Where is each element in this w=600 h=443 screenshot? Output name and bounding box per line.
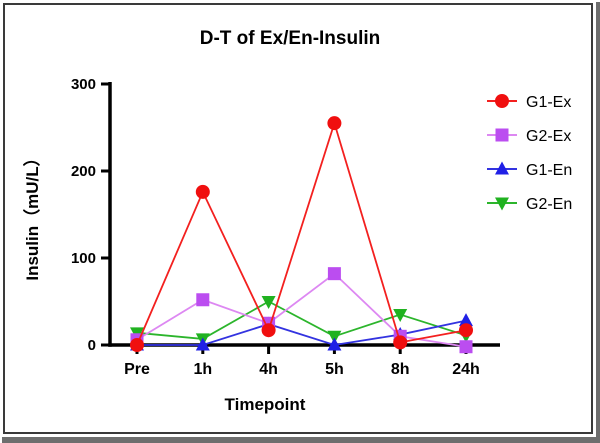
y-tick-label: 300 — [71, 76, 96, 93]
legend-item-G1-En: G1-En — [487, 161, 572, 179]
plot-area — [130, 116, 473, 354]
chart-title: D-T of Ex/En-Insulin — [200, 28, 381, 49]
legend-label: G2-En — [526, 196, 572, 213]
x-tick-label: 24h — [452, 361, 480, 378]
x-tick-label: 4h — [259, 361, 278, 378]
y-tick-label: 100 — [71, 250, 96, 267]
marker-circle — [261, 323, 276, 338]
marker-circle — [327, 116, 342, 131]
marker-triangle-down — [327, 330, 342, 344]
series-line — [136, 300, 467, 340]
marker-triangle-down — [261, 296, 276, 309]
x-tick-label: Pre — [124, 361, 150, 378]
legend-item-G2-En: G2-En — [487, 196, 572, 213]
marker-triangle-up — [327, 337, 342, 351]
series-line — [136, 272, 467, 348]
y-axis-label: Insulin（mU/L） — [22, 149, 42, 280]
legend-label: G2-Ex — [526, 128, 571, 145]
marker-square — [495, 128, 509, 142]
marker-circle — [495, 94, 509, 108]
legend-item-G2-Ex: G2-Ex — [487, 128, 571, 145]
marker-circle — [393, 335, 408, 350]
marker-circle — [195, 184, 210, 199]
marker-square — [196, 293, 210, 307]
marker-triangle-down — [495, 197, 509, 211]
legend-label: G1-Ex — [526, 94, 571, 111]
legend-item-G1-Ex: G1-Ex — [487, 94, 571, 111]
series-line — [137, 319, 467, 346]
marker-circle — [130, 338, 144, 352]
marker-triangle-up — [195, 337, 210, 351]
frame-shadow-right — [596, 2, 600, 443]
marker-triangle-up — [495, 161, 509, 175]
y-tick-label: 0 — [88, 337, 96, 354]
series-line — [136, 120, 467, 346]
series-G2-Ex — [130, 267, 473, 354]
legend-label: G1-En — [526, 162, 572, 179]
x-tick-label: 5h — [325, 361, 344, 378]
legend: G1-Ex G2-Ex G1-En G2-En — [487, 94, 572, 213]
marker-triangle-down — [393, 309, 408, 323]
x-tick-label: 1h — [193, 361, 212, 378]
marker-square — [459, 340, 473, 354]
x-tick-label: 8h — [391, 361, 410, 378]
marker-square — [327, 267, 341, 281]
x-axis-label: Timepoint — [225, 395, 306, 414]
frame-shadow-bottom — [2, 437, 600, 443]
chart-border — [3, 3, 593, 434]
y-tick-label: 200 — [71, 163, 96, 180]
series-G1-Ex — [130, 116, 473, 352]
marker-triangle-up — [459, 313, 473, 327]
marker-circle — [459, 323, 473, 338]
